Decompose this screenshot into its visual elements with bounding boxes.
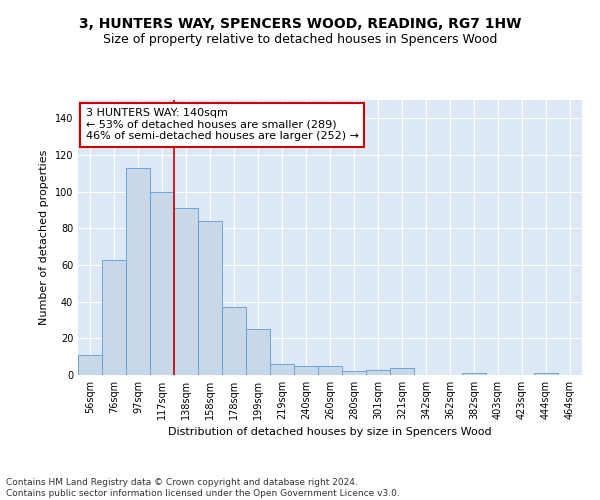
Bar: [390, 368, 414, 375]
Bar: [342, 372, 366, 375]
Bar: [366, 370, 390, 375]
Bar: [102, 260, 126, 375]
Bar: [294, 366, 318, 375]
Bar: [174, 208, 198, 375]
Bar: [78, 355, 102, 375]
Bar: [246, 329, 270, 375]
Text: Contains HM Land Registry data © Crown copyright and database right 2024.
Contai: Contains HM Land Registry data © Crown c…: [6, 478, 400, 498]
Text: Size of property relative to detached houses in Spencers Wood: Size of property relative to detached ho…: [103, 32, 497, 46]
Bar: [126, 168, 150, 375]
Y-axis label: Number of detached properties: Number of detached properties: [39, 150, 49, 325]
Bar: [318, 366, 342, 375]
Text: 3, HUNTERS WAY, SPENCERS WOOD, READING, RG7 1HW: 3, HUNTERS WAY, SPENCERS WOOD, READING, …: [79, 18, 521, 32]
Bar: [462, 373, 486, 375]
X-axis label: Distribution of detached houses by size in Spencers Wood: Distribution of detached houses by size …: [168, 428, 492, 438]
Bar: [150, 192, 174, 375]
Bar: [222, 307, 246, 375]
Bar: [534, 373, 558, 375]
Bar: [270, 364, 294, 375]
Text: 3 HUNTERS WAY: 140sqm
← 53% of detached houses are smaller (289)
46% of semi-det: 3 HUNTERS WAY: 140sqm ← 53% of detached …: [86, 108, 359, 142]
Bar: [198, 221, 222, 375]
